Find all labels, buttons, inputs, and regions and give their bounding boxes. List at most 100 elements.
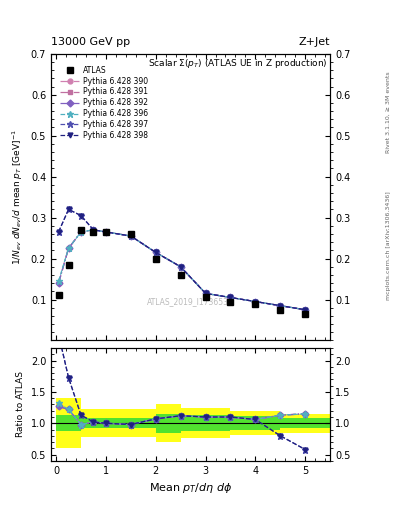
Pythia 6.428 398 (253, 298, 258, 305)
Pythia 6.428 397 (79, 212, 83, 219)
ATLAS (129, 231, 133, 237)
Pythia 6.428 391 (253, 298, 258, 305)
Pythia 6.428 391 (228, 294, 233, 301)
ATLAS (91, 229, 96, 235)
Pythia 6.428 390 (228, 294, 233, 301)
Pythia 6.428 398 (56, 229, 61, 235)
Pythia 6.428 398 (278, 303, 283, 309)
Pythia 6.428 392 (103, 229, 108, 235)
ATLAS (228, 298, 233, 305)
Pythia 6.428 397 (228, 294, 233, 301)
Pythia 6.428 391 (91, 227, 96, 233)
Pythia 6.428 397 (278, 303, 283, 309)
Pythia 6.428 392 (228, 294, 233, 301)
Pythia 6.428 390 (103, 229, 108, 235)
Pythia 6.428 398 (66, 206, 71, 212)
Text: Rivet 3.1.10, ≥ 3M events: Rivet 3.1.10, ≥ 3M events (386, 72, 391, 154)
Y-axis label: Ratio to ATLAS: Ratio to ATLAS (16, 372, 25, 437)
Pythia 6.428 392 (203, 290, 208, 296)
Text: mcplots.cern.ch [arXiv:1306.3436]: mcplots.cern.ch [arXiv:1306.3436] (386, 191, 391, 300)
Pythia 6.428 398 (303, 307, 308, 313)
ATLAS (253, 301, 258, 307)
Pythia 6.428 398 (103, 229, 108, 235)
Pythia 6.428 391 (79, 229, 83, 235)
Pythia 6.428 390 (278, 303, 283, 309)
Pythia 6.428 397 (253, 298, 258, 305)
Pythia 6.428 398 (129, 233, 133, 239)
Pythia 6.428 392 (129, 233, 133, 239)
Pythia 6.428 390 (153, 249, 158, 255)
Pythia 6.428 397 (129, 233, 133, 239)
Text: ATLAS_2019_I1736531: ATLAS_2019_I1736531 (147, 297, 234, 306)
Pythia 6.428 396 (278, 303, 283, 309)
Line: Pythia 6.428 392: Pythia 6.428 392 (56, 227, 308, 312)
Pythia 6.428 396 (79, 229, 83, 235)
Text: 13000 GeV pp: 13000 GeV pp (51, 36, 130, 47)
Pythia 6.428 390 (91, 227, 96, 233)
Pythia 6.428 390 (79, 229, 83, 235)
Pythia 6.428 392 (278, 303, 283, 309)
Pythia 6.428 391 (66, 245, 71, 251)
Pythia 6.428 392 (66, 245, 71, 251)
Text: Z+Jet: Z+Jet (299, 36, 330, 47)
ATLAS (278, 307, 283, 313)
Pythia 6.428 390 (253, 298, 258, 305)
Pythia 6.428 392 (56, 280, 61, 286)
Pythia 6.428 397 (178, 264, 183, 270)
Pythia 6.428 398 (203, 290, 208, 296)
ATLAS (203, 294, 208, 301)
ATLAS (103, 229, 108, 235)
Pythia 6.428 397 (91, 227, 96, 233)
Pythia 6.428 396 (203, 290, 208, 296)
Pythia 6.428 398 (228, 294, 233, 301)
Pythia 6.428 390 (56, 280, 61, 286)
ATLAS (66, 262, 71, 268)
Legend: ATLAS, Pythia 6.428 390, Pythia 6.428 391, Pythia 6.428 392, Pythia 6.428 396, P: ATLAS, Pythia 6.428 390, Pythia 6.428 39… (58, 63, 151, 142)
Pythia 6.428 391 (203, 290, 208, 296)
Y-axis label: $1/N_{ev}\ dN_{ev}/d\ $mean $p_T\ [\mathrm{GeV}]^{-1}$: $1/N_{ev}\ dN_{ev}/d\ $mean $p_T\ [\math… (11, 129, 25, 265)
Pythia 6.428 392 (303, 307, 308, 313)
Pythia 6.428 391 (103, 229, 108, 235)
Pythia 6.428 390 (303, 307, 308, 313)
Pythia 6.428 392 (253, 298, 258, 305)
ATLAS (56, 292, 61, 298)
Pythia 6.428 391 (303, 307, 308, 313)
Pythia 6.428 397 (66, 206, 71, 212)
Pythia 6.428 398 (178, 264, 183, 270)
Pythia 6.428 392 (91, 227, 96, 233)
Pythia 6.428 396 (129, 233, 133, 239)
Pythia 6.428 396 (66, 245, 71, 251)
Pythia 6.428 396 (153, 249, 158, 255)
Pythia 6.428 391 (178, 264, 183, 270)
Pythia 6.428 396 (228, 294, 233, 301)
Pythia 6.428 392 (153, 249, 158, 255)
Text: Scalar $\Sigma(p_T)$ (ATLAS UE in Z production): Scalar $\Sigma(p_T)$ (ATLAS UE in Z prod… (148, 57, 327, 70)
Pythia 6.428 390 (178, 264, 183, 270)
Pythia 6.428 392 (79, 229, 83, 235)
Pythia 6.428 397 (203, 290, 208, 296)
Pythia 6.428 397 (303, 307, 308, 313)
Pythia 6.428 398 (79, 212, 83, 219)
Pythia 6.428 390 (203, 290, 208, 296)
Line: ATLAS: ATLAS (56, 227, 308, 316)
ATLAS (178, 272, 183, 278)
Line: Pythia 6.428 397: Pythia 6.428 397 (55, 206, 309, 313)
Pythia 6.428 392 (178, 264, 183, 270)
Line: Pythia 6.428 390: Pythia 6.428 390 (56, 227, 308, 312)
Pythia 6.428 396 (253, 298, 258, 305)
Pythia 6.428 390 (129, 233, 133, 239)
Pythia 6.428 397 (103, 229, 108, 235)
ATLAS (79, 227, 83, 233)
Line: Pythia 6.428 398: Pythia 6.428 398 (56, 207, 308, 312)
Line: Pythia 6.428 396: Pythia 6.428 396 (55, 226, 309, 313)
ATLAS (303, 311, 308, 317)
Pythia 6.428 398 (153, 249, 158, 255)
Pythia 6.428 396 (103, 229, 108, 235)
Line: Pythia 6.428 391: Pythia 6.428 391 (56, 227, 308, 312)
Pythia 6.428 391 (153, 249, 158, 255)
Pythia 6.428 396 (56, 278, 61, 284)
X-axis label: Mean $p_T/d\eta\ d\phi$: Mean $p_T/d\eta\ d\phi$ (149, 481, 232, 495)
Pythia 6.428 398 (91, 227, 96, 233)
Pythia 6.428 391 (129, 233, 133, 239)
ATLAS (153, 255, 158, 262)
